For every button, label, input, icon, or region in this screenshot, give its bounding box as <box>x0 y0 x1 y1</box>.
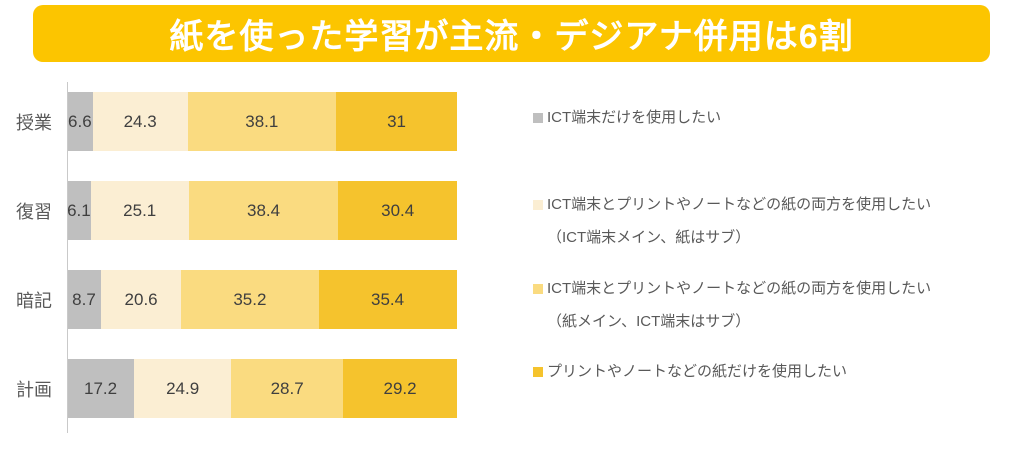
category-label: 計画 <box>16 379 52 400</box>
bar-segment: 20.6 <box>100 270 182 329</box>
stacked-bar: 6.6 24.3 38.1 31 <box>67 92 457 151</box>
bar-row: 授業 6.6 24.3 38.1 31 <box>0 92 520 151</box>
value-label: 25.1 <box>123 200 157 220</box>
value-label: 38.4 <box>246 200 281 220</box>
bar-row: 復習 6.1 25.1 38.4 30.4 <box>0 181 520 240</box>
bar-segment: 38.4 <box>188 181 339 240</box>
y-axis-line <box>67 82 68 433</box>
value-label: 29.2 <box>383 378 417 398</box>
title-banner: 紙を使った学習が主流・デジアナ併用は6割 <box>33 5 990 62</box>
legend-marker-icon <box>533 200 543 210</box>
bar-segment: 24.3 <box>92 92 188 151</box>
value-label: 35.4 <box>370 289 405 309</box>
bar-segment: 6.1 <box>67 181 91 240</box>
bar-segment: 35.4 <box>318 270 457 329</box>
value-label: 35.2 <box>233 289 267 309</box>
legend-label-line: ICT端末だけを使用したい <box>547 109 722 126</box>
legend-label-line: ICT端末とプリントやノートなどの紙の両方を使用したい <box>547 280 932 297</box>
plot-area: 授業 6.6 24.3 38.1 31 復習 6.1 25.1 38.4 30.4 暗記 8.7 20.… <box>0 92 520 418</box>
stacked-bar: 6.1 25.1 38.4 30.4 <box>67 181 457 240</box>
bar-segment: 29.2 <box>343 359 457 418</box>
value-label: 6.6 <box>68 111 92 131</box>
legend-label-line: （紙メイン、ICT端末はサブ） <box>547 313 751 330</box>
stacked-bar: 17.2 24.9 28.7 29.2 <box>67 359 457 418</box>
value-label: 30.4 <box>381 200 415 220</box>
value-label: 8.7 <box>72 289 96 309</box>
category-label: 暗記 <box>16 290 52 311</box>
value-label: 24.9 <box>166 378 200 398</box>
bar-segment: 24.9 <box>134 359 232 418</box>
bar-row: 計画 17.2 24.9 28.7 29.2 <box>0 359 520 418</box>
value-label: 24.3 <box>123 111 157 131</box>
legend-label: ICT端末とプリントやノートなどの紙の両方を使用したい （ICT端末メイン、紙はサ… <box>547 193 931 250</box>
legend-marker-icon <box>533 367 543 377</box>
legend-item: ICT端末だけを使用したい <box>533 106 721 130</box>
stacked-bar-chart: 授業 6.6 24.3 38.1 31 復習 6.1 25.1 38.4 30.4 暗記 8.7 20.… <box>0 80 520 448</box>
legend-label-line: ICT端末とプリントやノートなどの紙の両方を使用したい <box>547 196 932 213</box>
bar-segment: 30.4 <box>338 181 457 240</box>
bar-segment: 6.6 <box>67 92 93 151</box>
bar-segment: 17.2 <box>67 359 135 418</box>
bar-row: 暗記 8.7 20.6 35.2 35.4 <box>0 270 520 329</box>
category-label: 復習 <box>16 201 52 222</box>
legend-label-line: プリントやノートなどの紙だけを使用したい <box>547 363 848 380</box>
legend-marker-icon <box>533 113 543 123</box>
bar-segment: 25.1 <box>90 181 189 240</box>
legend-item: ICT端末とプリントやノートなどの紙の両方を使用したい （紙メイン、ICT端末はサ… <box>533 277 931 334</box>
stacked-bar: 8.7 20.6 35.2 35.4 <box>67 270 457 329</box>
value-label: 28.7 <box>270 378 304 398</box>
legend-label: ICT端末とプリントやノートなどの紙の両方を使用したい （紙メイン、ICT端末はサ… <box>547 277 931 334</box>
legend-item: ICT端末とプリントやノートなどの紙の両方を使用したい （ICT端末メイン、紙はサ… <box>533 193 931 250</box>
bar-segment: 31 <box>336 92 457 151</box>
bar-segment: 35.2 <box>181 270 319 329</box>
bar-segment: 28.7 <box>231 359 344 418</box>
value-label: 20.6 <box>124 289 158 309</box>
legend-marker-icon <box>533 284 543 294</box>
value-label: 38.1 <box>245 111 279 131</box>
category-label: 授業 <box>16 112 52 133</box>
legend-label-line: （ICT端末メイン、紙はサブ） <box>547 229 751 246</box>
bar-segment: 8.7 <box>67 270 101 329</box>
legend-label: ICT端末だけを使用したい <box>547 106 721 130</box>
value-label: 6.1 <box>67 200 91 220</box>
value-label: 17.2 <box>83 378 118 398</box>
legend-label: プリントやノートなどの紙だけを使用したい <box>547 360 847 384</box>
bar-segment: 38.1 <box>187 92 337 151</box>
legend-item: プリントやノートなどの紙だけを使用したい <box>533 360 847 384</box>
value-label: 31 <box>387 111 406 131</box>
page-title: 紙を使った学習が主流・デジアナ併用は6割 <box>169 18 854 56</box>
